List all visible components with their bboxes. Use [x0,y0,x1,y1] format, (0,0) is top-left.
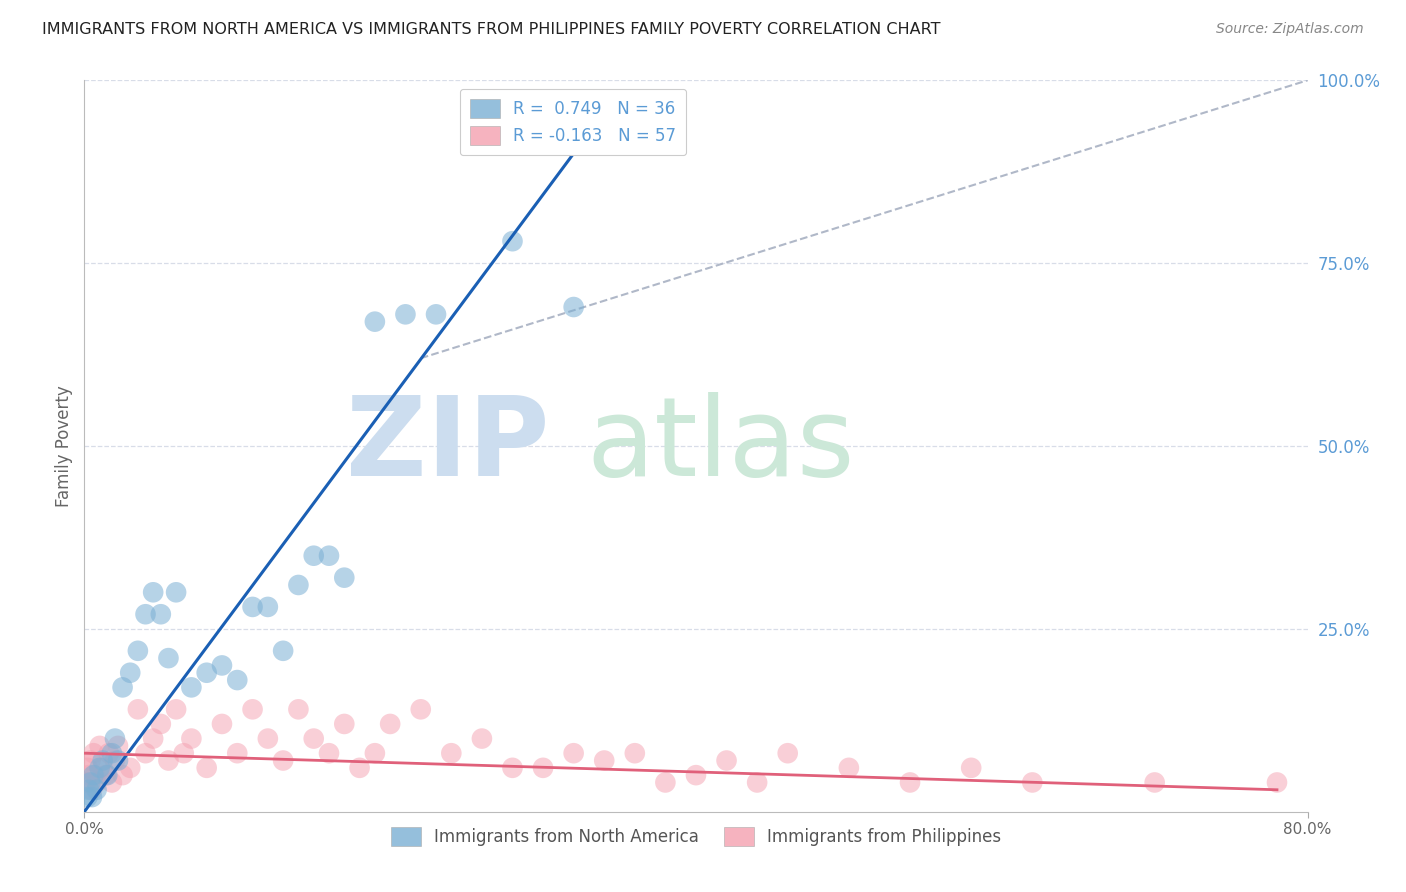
Point [173,746,195,760]
Text: ZIP: ZIP [346,392,550,500]
Point [107,754,129,768]
Point [409,702,432,716]
Point [624,746,647,760]
Point [149,607,172,622]
Point [91,754,114,768]
Point [776,746,799,760]
Point [349,761,371,775]
Point [79,775,101,789]
Point [86,775,108,789]
Point [83,746,105,760]
Point [127,644,149,658]
Point [195,665,218,680]
Point [91,761,114,775]
Point [86,782,108,797]
Point [257,599,280,614]
Point [195,761,218,775]
Point [257,731,280,746]
Point [135,746,157,760]
Point [502,761,524,775]
Point [838,761,860,775]
Point [120,761,142,775]
Point [101,746,124,760]
Point [211,658,233,673]
Point [89,761,111,775]
Point [104,731,127,746]
Point [302,731,325,746]
Point [211,717,233,731]
Point [180,731,202,746]
Point [77,782,100,797]
Point [425,307,447,321]
Point [80,790,103,805]
Point [898,775,921,789]
Text: Source: ZipAtlas.com: Source: ZipAtlas.com [1216,22,1364,37]
Point [318,549,340,563]
Point [79,754,101,768]
Point [960,761,983,775]
Point [77,768,100,782]
Point [127,702,149,716]
Point [120,665,142,680]
Point [287,578,309,592]
Point [101,775,124,789]
Point [531,761,554,775]
Point [84,768,107,782]
Point [502,234,524,248]
Point [76,790,98,805]
Point [111,768,134,782]
Point [364,315,387,329]
Point [364,746,387,760]
Point [226,746,249,760]
Text: atlas: atlas [586,392,855,500]
Point [440,746,463,760]
Point [287,702,309,716]
Legend: Immigrants from North America, Immigrants from Philippines: Immigrants from North America, Immigrant… [382,819,1010,855]
Point [1021,775,1043,789]
Point [135,607,157,622]
Point [333,571,356,585]
Point [593,754,616,768]
Point [380,717,402,731]
Point [83,768,105,782]
Point [142,585,165,599]
Point [685,768,707,782]
Point [302,549,325,563]
Point [96,768,118,782]
Point [165,585,187,599]
Point [111,681,134,695]
Point [94,768,117,782]
Point [318,746,340,760]
Y-axis label: Family Poverty: Family Poverty [55,385,73,507]
Point [107,739,129,753]
Point [226,673,249,687]
Point [747,775,769,789]
Point [562,300,585,314]
Point [80,782,103,797]
Point [1143,775,1166,789]
Point [271,644,294,658]
Point [157,651,180,665]
Point [180,681,202,695]
Point [242,599,264,614]
Point [471,731,494,746]
Point [142,731,165,746]
Point [75,775,97,789]
Text: IMMIGRANTS FROM NORTH AMERICA VS IMMIGRANTS FROM PHILIPPINES FAMILY POVERTY CORR: IMMIGRANTS FROM NORTH AMERICA VS IMMIGRA… [42,22,941,37]
Point [333,717,356,731]
Point [1265,775,1288,789]
Point [97,746,120,760]
Point [149,717,172,731]
Point [654,775,676,789]
Point [76,761,98,775]
Point [104,754,127,768]
Point [89,739,111,753]
Point [716,754,738,768]
Point [562,746,585,760]
Point [242,702,264,716]
Point [271,754,294,768]
Point [394,307,416,321]
Point [157,754,180,768]
Point [165,702,187,716]
